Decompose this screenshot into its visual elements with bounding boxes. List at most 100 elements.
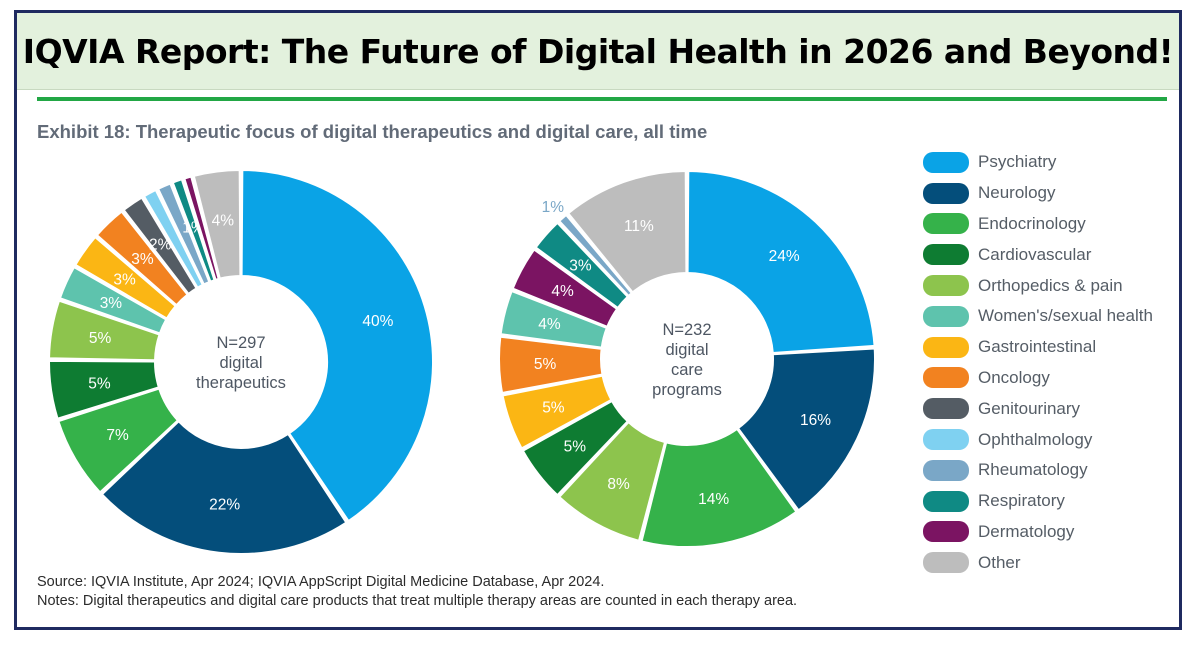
slice-data-label: 5% bbox=[564, 439, 587, 456]
legend-item: Rheumatology bbox=[923, 455, 1153, 486]
donut-slice bbox=[143, 188, 204, 289]
donut-slice bbox=[558, 421, 667, 542]
legend-item: Endocrinology bbox=[923, 209, 1153, 240]
legend-label: Cardiovascular bbox=[978, 244, 1092, 264]
slice-data-label: 5% bbox=[534, 356, 557, 373]
donut-slice bbox=[157, 182, 211, 286]
donut-slice bbox=[48, 299, 161, 362]
source-note: Source: IQVIA Institute, Apr 2024; IQVIA… bbox=[37, 574, 605, 590]
slice-data-label: 11% bbox=[624, 218, 654, 235]
slice-data-label: 2% bbox=[149, 237, 172, 254]
legend-item: Respiratory bbox=[923, 486, 1153, 517]
donut-slice bbox=[497, 335, 604, 394]
donut-slice bbox=[501, 374, 613, 450]
legend-swatch bbox=[923, 244, 969, 266]
donut-slice bbox=[534, 221, 629, 309]
legend-label: Women's/sexual health bbox=[978, 306, 1153, 326]
legend-swatch bbox=[923, 429, 969, 451]
donut-center-label: N=232 bbox=[662, 321, 711, 339]
donut-slice bbox=[47, 359, 160, 420]
slice-data-label: 1% bbox=[542, 199, 565, 216]
donut-slice bbox=[521, 399, 629, 497]
legend-swatch bbox=[923, 305, 969, 327]
legend-item: Psychiatry bbox=[923, 147, 1153, 178]
legend-label: Ophthalmology bbox=[978, 429, 1093, 449]
slice-data-label: 40% bbox=[362, 313, 393, 330]
donut-center-label: digital bbox=[665, 341, 708, 359]
exhibit-title: Exhibit 18: Therapeutic focus of digital… bbox=[37, 121, 708, 142]
legend-label: Respiratory bbox=[978, 491, 1065, 511]
legend-swatch bbox=[923, 490, 969, 512]
donut-slice bbox=[183, 175, 220, 281]
donut-center-label: N=297 bbox=[216, 334, 265, 352]
legend-swatch bbox=[923, 336, 969, 358]
donut-slice bbox=[686, 170, 876, 354]
legend-label: Other bbox=[978, 552, 1021, 572]
slice-data-label: 3% bbox=[131, 251, 154, 268]
notes-text: Notes: Digital therapeutics and digital … bbox=[37, 592, 798, 609]
legend-label: Psychiatry bbox=[978, 152, 1057, 172]
donut-center-label: digital bbox=[219, 354, 262, 372]
donut-slice bbox=[95, 210, 189, 307]
legend-item: Oncology bbox=[923, 363, 1153, 394]
legend-swatch bbox=[923, 398, 969, 420]
donut-slice bbox=[737, 347, 877, 512]
slice-data-label: 4% bbox=[212, 213, 235, 230]
report-frame: IQVIA Report: The Future of Digital Heal… bbox=[14, 10, 1182, 630]
legend-swatch bbox=[923, 521, 969, 543]
legend-label: Oncology bbox=[978, 367, 1050, 387]
page-title: IQVIA Report: The Future of Digital Heal… bbox=[22, 31, 1174, 71]
donut-slice bbox=[499, 290, 608, 349]
slice-data-label: 5% bbox=[542, 400, 565, 417]
legend-swatch bbox=[923, 213, 969, 235]
legend-item: Other bbox=[923, 547, 1153, 578]
legend-swatch bbox=[923, 552, 969, 574]
footer-notes: Source: IQVIA Institute, Apr 2024; IQVIA… bbox=[37, 573, 797, 610]
slice-data-label: 5% bbox=[88, 375, 111, 392]
legend-swatch bbox=[923, 459, 969, 481]
donut-slice bbox=[58, 266, 168, 335]
legend-swatch bbox=[923, 151, 969, 173]
slice-data-label: 5% bbox=[89, 330, 112, 347]
donut-slice bbox=[171, 178, 216, 283]
slice-data-label: 3% bbox=[100, 295, 123, 312]
donut-slice bbox=[640, 427, 798, 548]
donut-slice bbox=[74, 236, 177, 320]
donut-center-label: care bbox=[671, 361, 703, 379]
donut-center-label: therapeutics bbox=[196, 374, 286, 392]
slice-data-label: 4% bbox=[551, 283, 574, 300]
donut-slice bbox=[192, 169, 242, 280]
slice-data-label: 24% bbox=[769, 248, 800, 265]
slice-data-label: 14% bbox=[698, 491, 729, 508]
legend-label: Endocrinology bbox=[978, 213, 1086, 233]
slice-data-label: 4% bbox=[538, 316, 561, 333]
donut-slice bbox=[511, 248, 619, 328]
legend-label: Rheumatology bbox=[978, 460, 1088, 480]
donut-slice bbox=[100, 420, 348, 556]
legend-label: Dermatology bbox=[978, 521, 1075, 541]
donut-slice bbox=[122, 196, 198, 295]
legend-item: Genitourinary bbox=[923, 393, 1153, 424]
divider-rule bbox=[37, 97, 1167, 101]
donut-slice bbox=[57, 387, 179, 494]
legend-item: Orthopedics & pain bbox=[923, 270, 1153, 301]
legend: Psychiatry Neurology Endocrinology Cardiova… bbox=[923, 147, 1153, 578]
donut-slice bbox=[240, 169, 434, 523]
donut-digital-care-programs: 24% 16% 14% 8% 5% 5% 5% 4% 4% 3% 1% 11% N=232 digital… bbox=[497, 170, 877, 548]
slice-data-label: 7% bbox=[106, 427, 129, 444]
title-banner: IQVIA Report: The Future of Digital Heal… bbox=[17, 13, 1179, 90]
slice-data-label: 16% bbox=[800, 412, 831, 429]
donut-digital-therapeutics: 40%22%7%5%5%3%3%3%2%1% 4%N=297digitalther… bbox=[47, 169, 434, 556]
legend-item: Neurology bbox=[923, 178, 1153, 209]
donut-center-label: programs bbox=[652, 381, 722, 399]
donut-slice bbox=[567, 170, 688, 294]
legend-item: Ophthalmology bbox=[923, 424, 1153, 455]
legend-item: Gastrointestinal bbox=[923, 332, 1153, 363]
legend-item: Women's/sexual health bbox=[923, 301, 1153, 332]
slice-data-label: 8% bbox=[607, 476, 630, 493]
legend-label: Gastrointestinal bbox=[978, 337, 1097, 357]
legend-swatch bbox=[923, 182, 969, 204]
legend-item: Dermatology bbox=[923, 517, 1153, 548]
donut-slice bbox=[558, 213, 633, 297]
legend-label: Genitourinary bbox=[978, 398, 1081, 418]
